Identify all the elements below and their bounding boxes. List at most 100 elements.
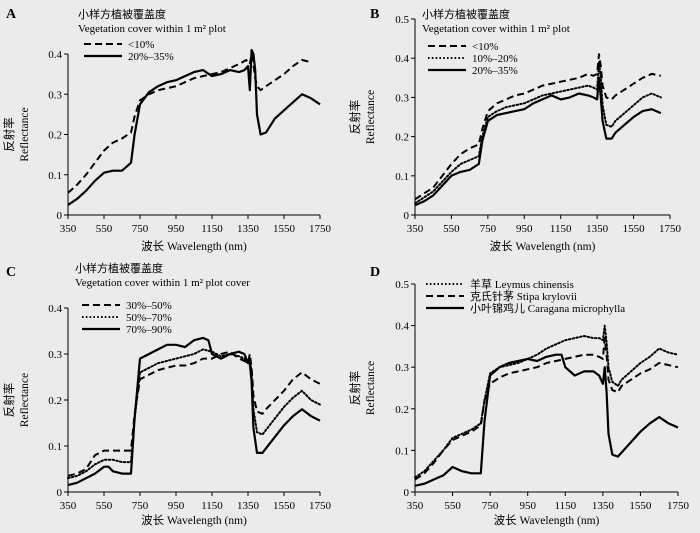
y-tick-label: 0 [57,487,63,499]
legend-item-label: 10%–20% [472,53,518,65]
panel-label: C [6,265,16,280]
panel-c: C 0 0.1 0.2 0.3 0.4 350 550 750 950 1150 1350 1550 17… [2,261,332,527]
series-line [414,61,662,205]
y-tick-label: 0.3 [48,89,62,101]
legend-title: Vegetation cover within 1 m² plot cover [75,277,250,289]
y-axis-title-cn: 反射率 [2,383,16,418]
series-line [414,337,679,481]
x-axis-title: 波长 Wavelength (nm) [490,240,596,253]
x-tick-label: 550 [444,500,461,512]
x-tick-label: 350 [60,223,77,235]
x-tick-label: 350 [407,500,424,512]
x-tick-label: 1550 [629,500,652,512]
x-tick-label: 750 [480,223,497,235]
panel-d: D 0 0.1 0.2 0.3 0.4 0.5 350 550 750 950 1150 1350 155… [348,265,690,527]
legend-title: 小样方植被覆盖度 [78,7,166,21]
series-line [414,324,679,479]
y-tick-label: 0.2 [48,130,62,142]
y-tick-label: 0.3 [48,349,62,361]
y-axis-title-en: Reflectance [19,107,31,161]
x-tick-label: 1350 [586,223,609,235]
legend-title: 小样方植被覆盖度 [75,261,163,275]
panel-label: A [6,7,17,22]
legend-title: 小样方植被覆盖度 [422,7,510,21]
x-axis-title: 波长 Wavelength (nm) [494,514,600,527]
x-tick-label: 1150 [554,500,576,512]
y-axis-title-cn: 反射率 [348,371,362,406]
y-tick-label: 0.2 [395,404,409,416]
series-line [414,53,662,201]
legend-item-label: 50%–70% [126,312,172,324]
x-tick-label: 1750 [667,500,690,512]
legend-item-label: <10% [128,39,154,51]
y-tick-label: 0.2 [48,395,62,407]
y-tick-label: 0.4 [48,303,62,315]
y-tick-label: 0.3 [395,362,409,374]
legend-item-label: 20%–35% [128,51,174,63]
x-tick-label: 350 [60,500,77,512]
x-tick-label: 950 [168,500,185,512]
y-axis-title-en: Reflectance [19,373,31,427]
panel-a: A 0 0.1 0.2 0.3 0.4 350 550 750 950 1150 1350 1550 17… [2,7,332,253]
y-axis-title-en: Reflectance [365,90,377,144]
x-tick-label: 950 [516,223,533,235]
x-tick-label: 1150 [201,500,223,512]
legend-item-label: 20%–35% [472,65,518,77]
y-tick-label: 0.1 [395,445,409,457]
y-tick-label: 0.4 [395,321,409,333]
y-tick-label: 0.1 [395,171,409,183]
x-tick-label: 750 [132,500,149,512]
panel-label: D [370,265,380,280]
legend-title: Vegetation cover within 1 m² plot [422,23,570,35]
x-tick-label: 350 [407,223,424,235]
x-tick-label: 1550 [273,500,296,512]
legend-item-label: 克氏针茅 Stipa krylovii [470,289,577,303]
panel-b: B 0 0.1 0.2 0.3 0.4 0.5 350 550 750 950 1150 1350 155… [348,7,682,253]
legend-item-label: 30%–50% [126,300,172,312]
x-axis-title: 波长 Wavelength (nm) [141,240,247,253]
x-tick-label: 550 [96,500,113,512]
legend-item-label: 羊草 Leymus chinensis [470,277,574,291]
legend-item-label: 小叶锦鸡儿 Caragana microphylla [470,301,625,315]
series-line [67,53,312,194]
panel-label: B [370,7,379,22]
x-tick-label: 950 [168,223,185,235]
y-tick-label: 0 [404,487,410,499]
y-tick-label: 0.5 [395,279,409,291]
x-tick-label: 950 [519,500,536,512]
y-axis-title-cn: 反射率 [348,100,362,135]
legend: 小样方植被覆盖度 Vegetation cover within 1 m² plo… [75,261,250,336]
y-tick-label: 0.4 [48,49,62,61]
y-tick-label: 0.1 [48,441,62,453]
series-line [67,348,321,480]
y-tick-label: 0 [404,210,410,222]
x-tick-label: 1750 [309,500,332,512]
y-tick-label: 0.5 [395,14,409,26]
series-line [67,350,321,477]
y-axis-title-cn: 反射率 [2,117,16,152]
x-tick-label: 550 [96,223,113,235]
y-tick-label: 0.3 [395,92,409,104]
x-tick-label: 1750 [659,223,682,235]
series-line [414,353,679,487]
series-line [67,48,321,206]
x-tick-label: 1550 [273,223,296,235]
x-tick-label: 550 [443,223,460,235]
x-tick-label: 750 [132,223,149,235]
x-tick-label: 1750 [309,223,332,235]
legend-item-label: <10% [472,41,498,53]
legend: 小样方植被覆盖度 Vegetation cover within 1 m² plo… [78,7,226,63]
x-tick-label: 1350 [237,223,260,235]
y-tick-label: 0.4 [395,53,409,65]
y-tick-label: 0 [57,210,63,222]
x-tick-label: 1350 [592,500,615,512]
x-tick-label: 1550 [623,223,646,235]
y-tick-label: 0.2 [395,132,409,144]
y-axis-title-en: Reflectance [365,361,377,415]
x-axis-title: 波长 Wavelength (nm) [141,514,247,527]
legend: 小样方植被覆盖度 Vegetation cover within 1 m² plo… [422,7,570,77]
x-tick-label: 1150 [201,223,223,235]
x-tick-label: 1350 [237,500,260,512]
